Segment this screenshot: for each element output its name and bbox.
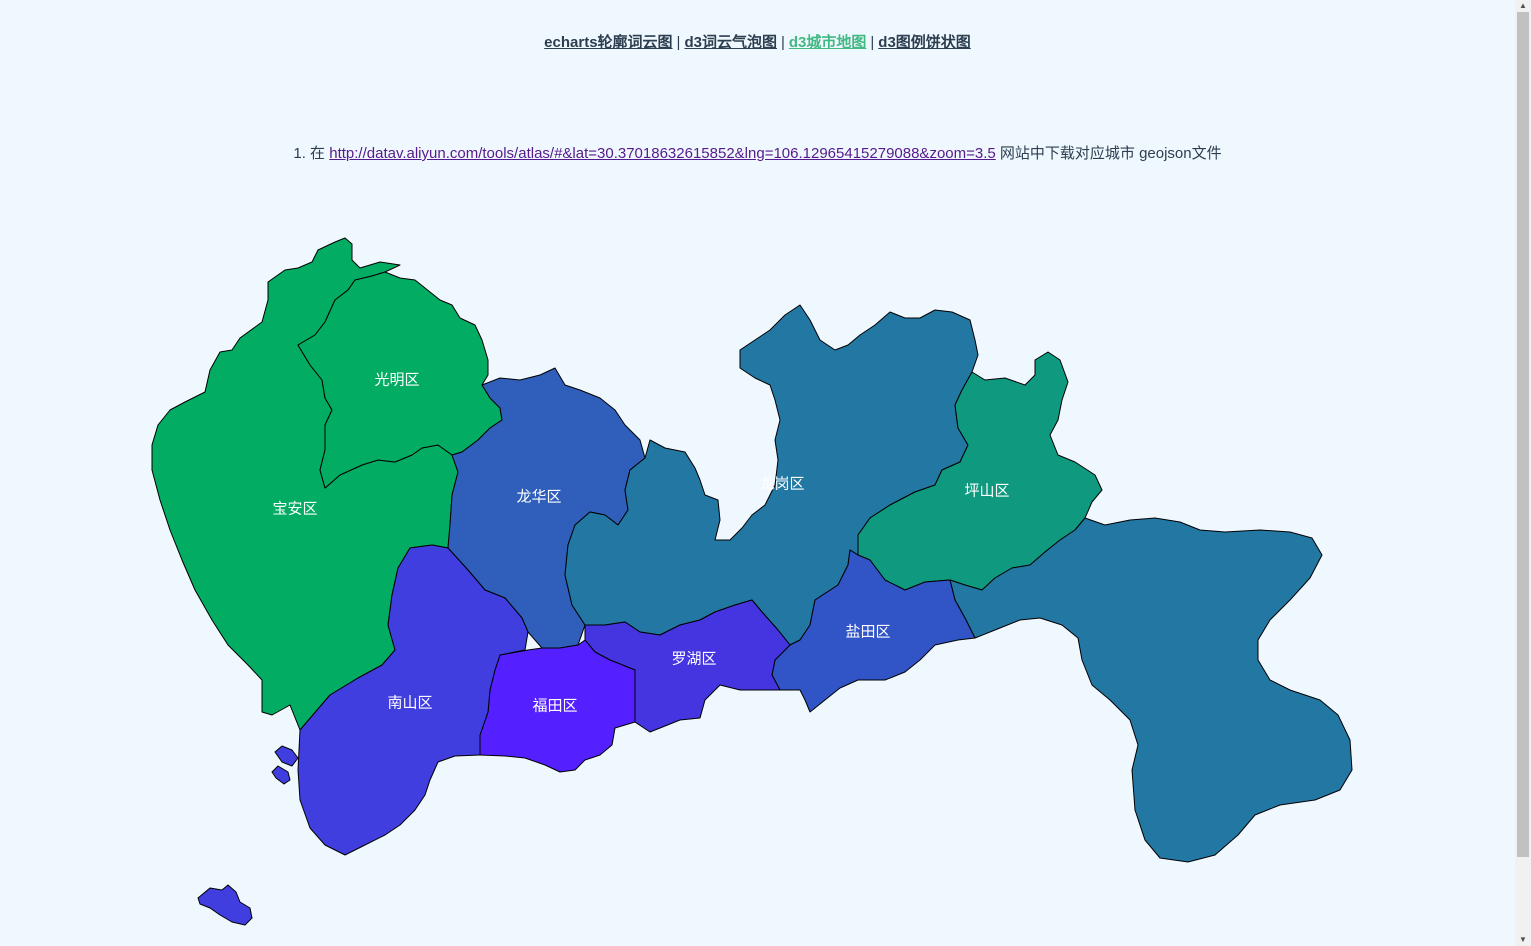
datav-atlas-link[interactable]: http://datav.aliyun.com/tools/atlas/#&la… [329, 145, 996, 162]
instruction-prefix: 1. 在 [293, 145, 326, 162]
label-futian: 福田区 [532, 697, 577, 715]
district-yantian[interactable] [771, 549, 976, 713]
nav-link-echarts-wordcloud[interactable]: echarts轮廓词云图 [544, 34, 673, 51]
top-nav: echarts轮廓词云图 | d3词云气泡图 | d3城市地图 | d3图例饼状图 [0, 31, 1515, 52]
island [271, 765, 291, 785]
scroll-up-arrow-icon[interactable]: ▲ [1519, 1, 1527, 10]
scrollbar-thumb[interactable] [1517, 12, 1529, 857]
label-yantian: 盐田区 [845, 623, 890, 641]
label-pingshan: 坪山区 [964, 482, 1009, 500]
island [197, 884, 253, 926]
scroll-down-arrow-icon[interactable]: ▼ [1519, 935, 1527, 944]
island [274, 745, 299, 767]
instruction-suffix: 网站中下载对应城市 geojson文件 [999, 145, 1222, 162]
label-nanshan: 南山区 [387, 694, 432, 712]
instruction-text: 1. 在 http://datav.aliyun.com/tools/atlas… [0, 142, 1515, 163]
label-longgang: 龙岗区 [759, 475, 804, 493]
vertical-scrollbar[interactable]: ▲ ▼ [1515, 0, 1531, 946]
label-longhua: 龙华区 [516, 488, 561, 506]
nav-separator: | [780, 34, 785, 51]
label-baoan: 宝安区 [272, 500, 317, 518]
nav-link-d3-city-map[interactable]: d3城市地图 [788, 34, 867, 51]
district-dapeng[interactable] [949, 517, 1353, 863]
label-guangming: 光明区 [374, 371, 419, 389]
nav-link-d3-pie-legend[interactable]: d3图例饼状图 [878, 34, 971, 51]
nav-link-d3-bubble[interactable]: d3词云气泡图 [684, 34, 777, 51]
nav-separator: | [676, 34, 681, 51]
nav-separator: | [870, 34, 875, 51]
label-luohu: 罗湖区 [671, 650, 716, 668]
district-nanshan[interactable] [297, 544, 529, 856]
